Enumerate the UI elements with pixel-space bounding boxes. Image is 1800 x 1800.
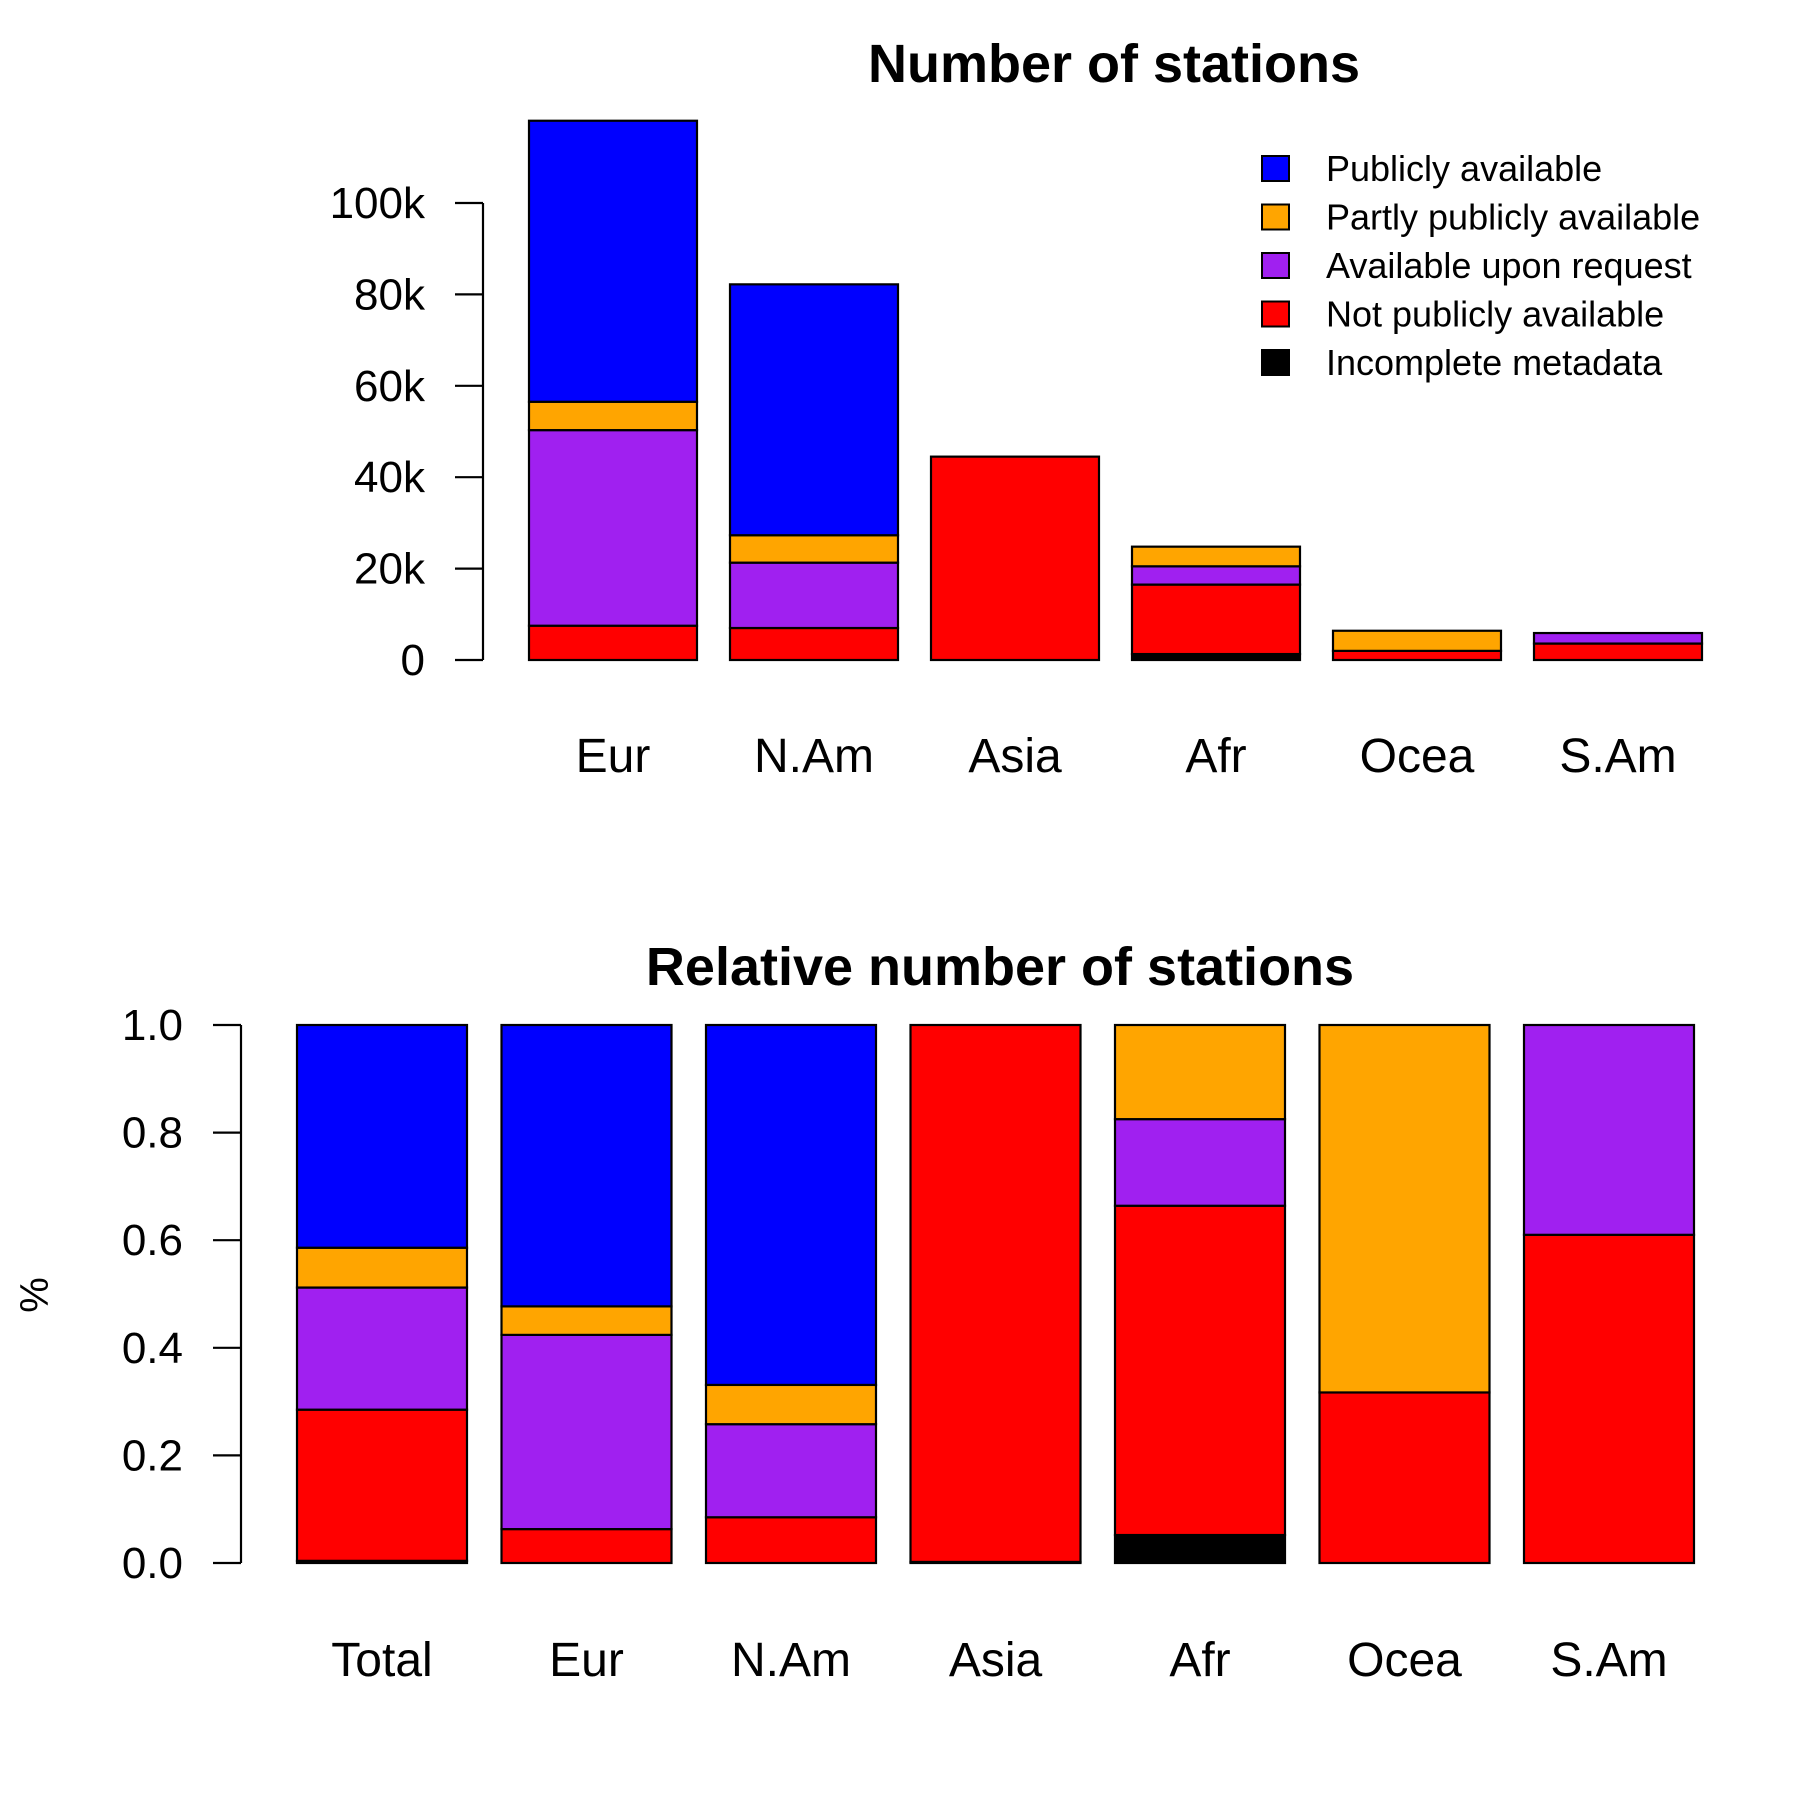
bar-layer	[295, 1023, 1696, 1565]
bar-total-partly-publicly-available	[295, 1246, 469, 1289]
legend-label-available-upon-request: Available upon request	[1326, 245, 1692, 286]
y-tick-label: 0	[401, 636, 425, 685]
bar-n-am-available-upon-request	[704, 1423, 878, 1519]
legend-swatch-publicly-available	[1261, 155, 1290, 182]
bar-s-am-not-publicly-available	[1522, 1233, 1696, 1565]
x-tick-label: Eur	[576, 730, 651, 783]
bar-n-am-publicly-available	[704, 1023, 878, 1387]
bar-eur-not-publicly-available	[527, 624, 699, 662]
bar-eur-available-upon-request	[527, 429, 699, 627]
legend-swatch-partly-publicly-available	[1261, 203, 1290, 231]
y-tick-label: 1.0	[122, 1001, 183, 1050]
y-axis: 0 20k 40k 60k 80k 100k	[330, 179, 485, 685]
bar-asia-not-publicly-available	[909, 1023, 1082, 1564]
bar-eur-partly-publicly-available	[500, 1305, 673, 1336]
x-category-labels: Eur N.Am Asia Afr Ocea S.Am	[576, 730, 1677, 783]
bar-eur-publicly-available	[500, 1023, 673, 1308]
bar-eur-partly-publicly-available	[527, 400, 699, 432]
x-tick-label: Afr	[1169, 1634, 1230, 1687]
chart-number-of-stations: Number of stations 0 20k 40k 60k 80k 100k Eur…	[330, 34, 1704, 783]
bar-ocea-not-publicly-available	[1318, 1391, 1491, 1565]
bar-total-publicly-available	[295, 1023, 469, 1249]
x-tick-label: Asia	[949, 1634, 1043, 1687]
x-tick-label: N.Am	[731, 1634, 851, 1687]
chart-title: Number of stations	[868, 34, 1360, 94]
y-tick-label: 100k	[330, 179, 426, 228]
bar-total-available-upon-request	[295, 1286, 469, 1411]
x-tick-label: Eur	[549, 1634, 624, 1687]
x-tick-label: S.Am	[1550, 1634, 1667, 1687]
bar-eur-available-upon-request	[500, 1333, 673, 1531]
bar-n-am-available-upon-request	[728, 561, 900, 630]
legend-swatch-available-upon-request	[1261, 252, 1290, 279]
bar-eur-publicly-available	[527, 119, 699, 403]
bar-afr-incomplete-metadata	[1113, 1533, 1287, 1565]
bar-s-am-not-publicly-available	[1532, 642, 1704, 662]
y-tick-label: 0.0	[122, 1539, 183, 1588]
bar-n-am-partly-publicly-available	[704, 1383, 878, 1426]
bar-afr-partly-publicly-available	[1113, 1023, 1287, 1121]
x-category-labels: Total Eur N.Am Asia Afr Ocea S.Am	[331, 1634, 1667, 1687]
y-tick-label: 0.4	[122, 1324, 183, 1373]
bar-n-am-not-publicly-available	[704, 1516, 878, 1565]
x-tick-label: Ocea	[1347, 1634, 1462, 1687]
bar-afr-not-publicly-available	[1113, 1204, 1287, 1537]
legend-label-publicly-available: Publicly available	[1326, 148, 1602, 189]
legend-label-not-publicly-available: Not publicly available	[1326, 294, 1664, 335]
bar-total-not-publicly-available	[295, 1408, 469, 1562]
bar-afr-not-publicly-available	[1130, 583, 1302, 656]
bar-afr-available-upon-request	[1113, 1118, 1287, 1207]
chart-relative-number-of-stations: Relative number of stations % 0.00.20.40…	[13, 937, 1696, 1687]
x-tick-label: Ocea	[1360, 730, 1475, 783]
x-tick-label: N.Am	[754, 730, 874, 783]
bar-layer	[527, 119, 1704, 662]
bar-ocea-partly-publicly-available	[1331, 629, 1503, 652]
x-tick-label: Afr	[1185, 730, 1246, 783]
bar-s-am-available-upon-request	[1532, 631, 1704, 645]
legend: Publicly available Partly publicly availa…	[1261, 148, 1700, 383]
bar-ocea-partly-publicly-available	[1318, 1023, 1491, 1394]
bar-ocea-not-publicly-available	[1331, 649, 1503, 662]
x-tick-label: Asia	[968, 730, 1062, 783]
legend-swatch-not-publicly-available	[1261, 300, 1290, 328]
y-tick-label: 40k	[354, 453, 426, 502]
y-axis: 0.0 0.2 0.4 0.6 0.8 1.0	[122, 1001, 243, 1588]
bar-n-am-partly-publicly-available	[728, 534, 900, 564]
x-tick-label: S.Am	[1559, 730, 1676, 783]
y-tick-label: 0.2	[122, 1431, 183, 1480]
bar-n-am-publicly-available	[728, 283, 900, 537]
bar-s-am-available-upon-request	[1522, 1023, 1696, 1236]
legend-label-partly-publicly-available: Partly publicly available	[1326, 197, 1700, 238]
y-axis-label: %	[13, 1277, 57, 1313]
y-tick-label: 80k	[354, 270, 426, 319]
x-tick-label: Total	[331, 1634, 432, 1687]
y-tick-label: 60k	[354, 362, 426, 411]
chart-title: Relative number of stations	[646, 937, 1354, 997]
y-tick-label: 0.6	[122, 1216, 183, 1265]
legend-label-incomplete-metadata: Incomplete metadata	[1326, 342, 1663, 383]
bar-afr-available-upon-request	[1130, 565, 1302, 586]
y-tick-label: 20k	[354, 545, 426, 594]
legend-swatch-incomplete-metadata	[1261, 349, 1290, 376]
bar-eur-not-publicly-available	[500, 1528, 673, 1565]
bar-asia-not-publicly-available	[929, 455, 1101, 662]
y-tick-label: 0.8	[122, 1109, 183, 1158]
bar-n-am-not-publicly-available	[728, 626, 900, 662]
bar-afr-partly-publicly-available	[1130, 545, 1302, 568]
